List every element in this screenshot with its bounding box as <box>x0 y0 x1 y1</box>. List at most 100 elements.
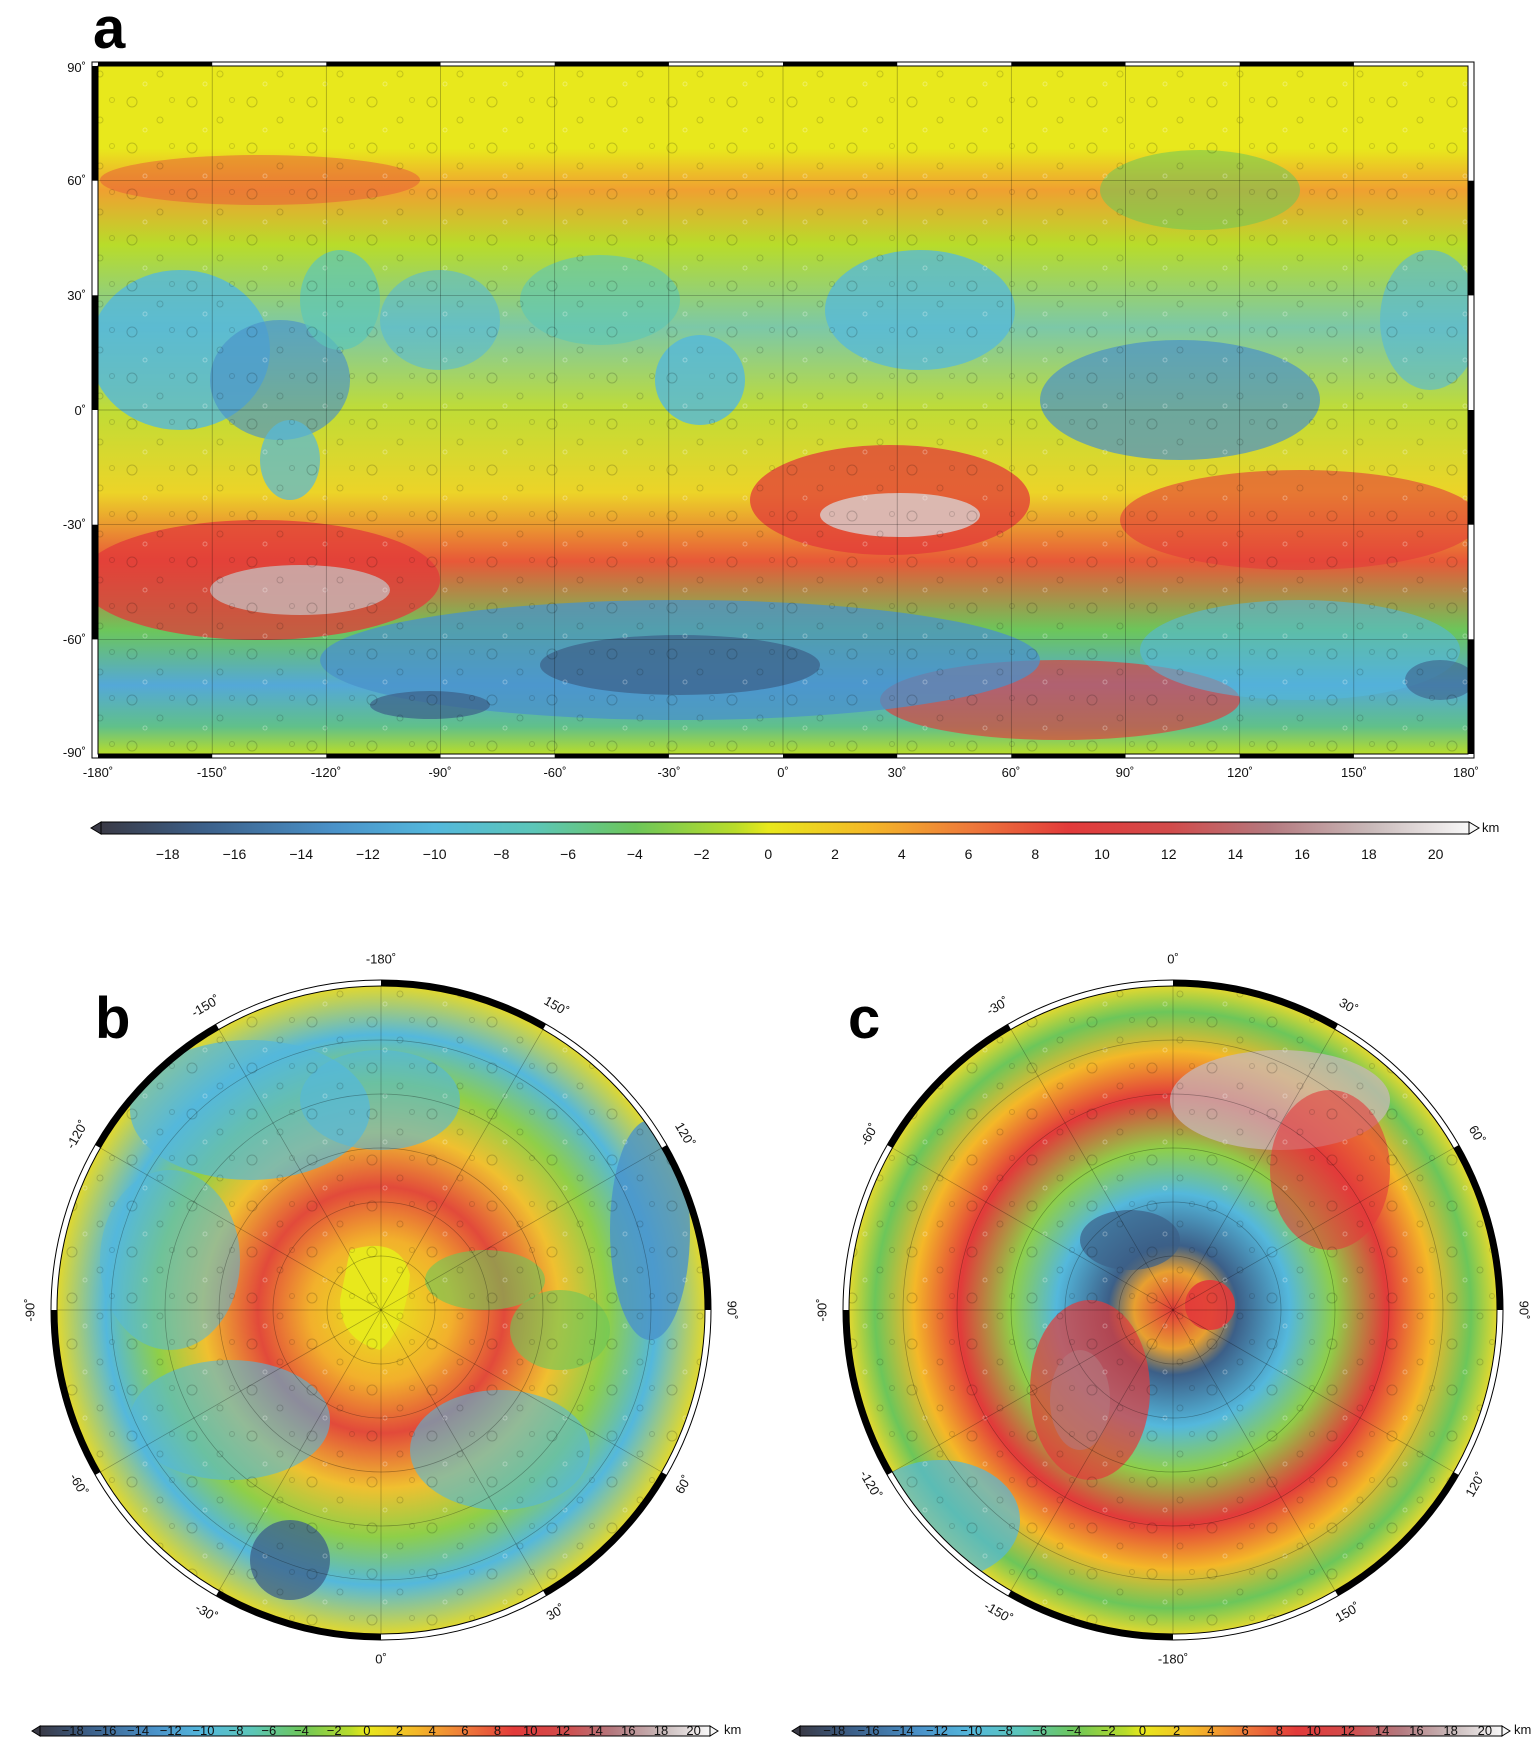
colorbar-tick-label: 10 <box>1306 1723 1321 1738</box>
colorbar-tick-label: 14 <box>1374 1723 1390 1738</box>
ring-label: -120˚ <box>63 1118 91 1152</box>
colorbar-tick-label: 0 <box>764 846 773 862</box>
colorbar-tick-label: 18 <box>1443 1723 1458 1738</box>
colorbar-c-unit: km <box>1514 1722 1532 1737</box>
ring-label: -30˚ <box>193 1600 221 1625</box>
colorbar-tick-label: 20 <box>686 1723 701 1738</box>
lat-label: -90˚ <box>62 745 86 760</box>
ring-label: 120˚ <box>672 1119 698 1149</box>
ring-label: 60˚ <box>1466 1123 1488 1147</box>
colorbar-tick-label: −2 <box>1100 1723 1116 1738</box>
frame-tick-segment <box>380 980 546 1030</box>
colorbar-tick-label: 14 <box>588 1723 603 1738</box>
ring-label: -60˚ <box>67 1471 92 1499</box>
frame-tick-segment <box>1334 1471 1459 1596</box>
lon-label: 60˚ <box>1001 765 1021 780</box>
colorbar-tick-label: −14 <box>127 1723 150 1738</box>
colorbar-tick-label: 4 <box>1207 1723 1215 1738</box>
lon-label: -120˚ <box>310 765 342 780</box>
colorbar-tick-label: 20 <box>1477 1723 1493 1738</box>
frame-tick-segment <box>887 1024 1012 1149</box>
ring-label: 60˚ <box>672 1473 694 1497</box>
colorbar-tick-label: −10 <box>422 846 447 862</box>
ring-label: -150˚ <box>982 1598 1016 1626</box>
frame-tick-segment <box>1172 980 1338 1030</box>
colorbar-c <box>791 1725 1511 1737</box>
colorbar-tick-label: −4 <box>1066 1723 1082 1738</box>
ring-label: -180˚ <box>1158 1651 1188 1666</box>
colorbar-tick-label: 4 <box>897 846 906 862</box>
colorbar-a-unit: km <box>1482 820 1500 835</box>
frame-tick-segment <box>51 1309 101 1475</box>
lon-label: 90˚ <box>1115 765 1135 780</box>
colorbar-b-unit: km <box>724 1722 742 1737</box>
frame-tick-segment <box>1008 1590 1174 1640</box>
colorbar-tick-label: −8 <box>998 1723 1013 1738</box>
colorbar-tick-label: 8 <box>1031 846 1040 862</box>
ring-label: 30˚ <box>544 1601 568 1623</box>
lon-label: 180˚ <box>1452 765 1480 780</box>
lat-label: 90˚ <box>67 60 86 75</box>
colorbar-tick-label: −16 <box>94 1723 117 1738</box>
lon-label: -60˚ <box>543 765 567 780</box>
frame-tick-segment <box>843 1309 893 1475</box>
colorbar-tick-label: 18 <box>1361 846 1377 862</box>
ring-label: -180˚ <box>366 951 396 966</box>
panel-b-map <box>50 979 712 1641</box>
colorbar-tick-label: 16 <box>621 1723 636 1738</box>
frame-tick-segment <box>542 1471 667 1596</box>
lon-label: 0˚ <box>777 765 789 780</box>
lon-label: -30˚ <box>657 765 681 780</box>
ring-label: 90˚ <box>1517 1301 1532 1320</box>
frame-tick-segment <box>216 1590 382 1640</box>
colorbar-tick-label: −4 <box>626 846 643 862</box>
colorbar-tick-label: 0 <box>363 1723 371 1738</box>
colorbar-tick-label: −2 <box>326 1723 342 1738</box>
ring-label: 0˚ <box>1167 951 1179 966</box>
colorbar-tick-label: −18 <box>823 1723 846 1738</box>
panel-a-letter: a <box>93 0 126 61</box>
frame-tick-segment <box>661 1145 711 1311</box>
ring-label: -30˚ <box>984 994 1012 1019</box>
colorbar-tick-label: 20 <box>1427 846 1444 862</box>
colorbar-tick-label: −8 <box>493 846 510 862</box>
ring-label: -60˚ <box>857 1121 882 1149</box>
colorbar-a <box>90 821 1480 835</box>
lat-label: 0˚ <box>74 403 86 418</box>
frame-tick-segment <box>95 1024 220 1149</box>
colorbar-tick-label: −12 <box>356 846 380 862</box>
colorbar-tick-label: 18 <box>653 1723 669 1738</box>
colorbar-tick-label: −6 <box>560 846 577 862</box>
panel-a-map <box>91 61 1475 759</box>
colorbar-tick-label: 12 <box>1160 846 1177 862</box>
frame-tick-segment <box>1453 1145 1503 1311</box>
colorbar-tick-label: 6 <box>461 1723 469 1738</box>
colorbar-tick-label: 2 <box>1173 1723 1181 1738</box>
colorbar-tick-label: 2 <box>395 1723 404 1738</box>
colorbar-tick-label: 8 <box>1275 1723 1284 1738</box>
colorbar-tick-label: 2 <box>831 846 839 862</box>
colorbar-tick-label: −12 <box>159 1723 182 1738</box>
lat-label: -60˚ <box>62 632 86 647</box>
lat-label: 60˚ <box>67 173 86 188</box>
colorbar-tick-label: −12 <box>925 1723 948 1738</box>
ring-label: 0˚ <box>375 1651 387 1666</box>
colorbar-tick-label: 8 <box>493 1723 502 1738</box>
colorbar-tick-label: 10 <box>523 1723 538 1738</box>
colorbar-tick-label: −2 <box>693 846 710 862</box>
ring-label: 150˚ <box>542 993 572 1019</box>
ring-label: -90˚ <box>22 1298 37 1321</box>
ring-label: 150˚ <box>1332 1599 1362 1625</box>
ring-label: -120˚ <box>857 1468 885 1502</box>
colorbar-tick-label: −8 <box>228 1723 244 1738</box>
colorbar-tick-label: 6 <box>1241 1723 1249 1738</box>
colorbar-tick-label: −16 <box>222 846 247 862</box>
colorbar-tick-label: 12 <box>555 1723 571 1738</box>
lon-label: 30˚ <box>887 765 907 780</box>
lat-label: 30˚ <box>67 288 86 303</box>
colorbar-tick-label: −10 <box>192 1723 215 1738</box>
colorbar-tick-label: −4 <box>294 1723 309 1738</box>
colorbar-tick-label: 12 <box>1340 1723 1356 1738</box>
colorbar-tick-label: −16 <box>857 1723 880 1738</box>
